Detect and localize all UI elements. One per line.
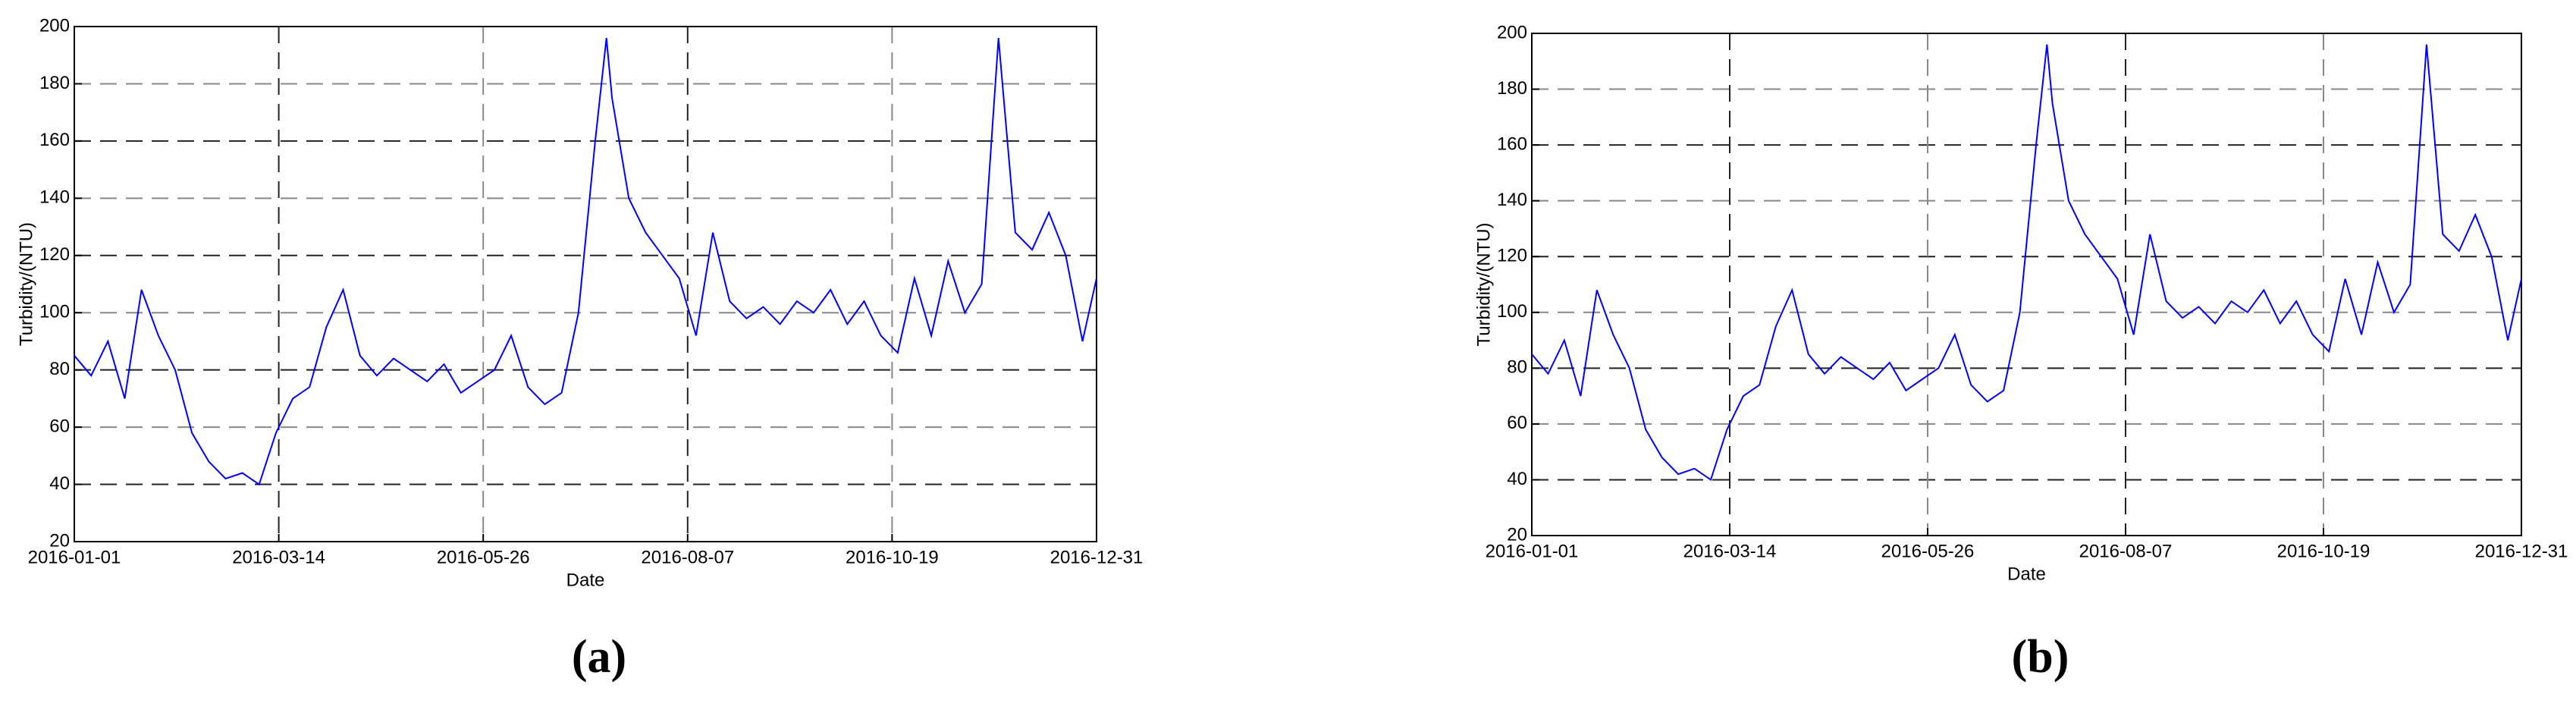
y-tick-label: 120 <box>39 244 70 265</box>
data-line <box>74 37 1097 486</box>
y-axis-label: Turbidity/(NTU) <box>1473 222 1494 346</box>
y-tick-label: 40 <box>49 473 70 494</box>
x-tick-label: 2016-01-01 <box>1486 541 1579 561</box>
x-tick-label: 2016-12-31 <box>2475 541 2568 561</box>
y-tick-label: 80 <box>1507 357 1527 378</box>
plot-frame <box>1531 33 2522 536</box>
plot-area <box>74 27 1097 542</box>
y-tick-label: 180 <box>1497 78 1527 99</box>
x-tick-label: 2016-12-31 <box>1050 547 1144 567</box>
x-tick-label: 2016-01-01 <box>28 547 121 567</box>
x-tick-label: 2016-10-19 <box>846 547 939 567</box>
y-tick-label: 200 <box>39 15 70 36</box>
y-tick-label: 160 <box>1497 134 1527 154</box>
y-tick-label: 100 <box>1497 301 1527 322</box>
plot-frame <box>74 26 1097 542</box>
x-tick-label: 2016-03-14 <box>1683 541 1777 561</box>
plot-area <box>1532 33 2521 536</box>
y-tick-label: 60 <box>1507 413 1527 433</box>
y-tick-label: 20 <box>1507 524 1527 545</box>
x-axis-label: Date <box>2007 564 2046 584</box>
x-tick-label: 2016-08-07 <box>2079 541 2173 561</box>
y-tick-label: 80 <box>49 359 70 379</box>
x-tick-label: 2016-03-14 <box>232 547 325 567</box>
y-tick-label: 140 <box>39 187 70 208</box>
y-tick-label: 200 <box>1497 22 1527 42</box>
y-tick-label: 20 <box>49 530 70 551</box>
data-line <box>1531 44 2522 481</box>
caption: (b) <box>2012 631 2069 683</box>
y-tick-label: 160 <box>39 130 70 150</box>
y-tick-label: 120 <box>1497 246 1527 266</box>
x-tick-label: 2016-10-19 <box>2277 541 2370 561</box>
x-axis-label: Date <box>566 570 605 590</box>
y-tick-label: 100 <box>39 302 70 322</box>
y-tick-label: 40 <box>1507 469 1527 489</box>
x-tick-label: 2016-05-26 <box>437 547 530 567</box>
y-tick-label: 140 <box>1497 190 1527 210</box>
x-tick-label: 2016-08-07 <box>641 547 734 567</box>
y-tick-label: 180 <box>39 73 70 93</box>
y-tick-label: 60 <box>49 416 70 436</box>
caption: (a) <box>572 631 626 683</box>
y-axis-label: Turbidity/(NTU) <box>16 222 36 346</box>
x-tick-label: 2016-05-26 <box>1881 541 1975 561</box>
